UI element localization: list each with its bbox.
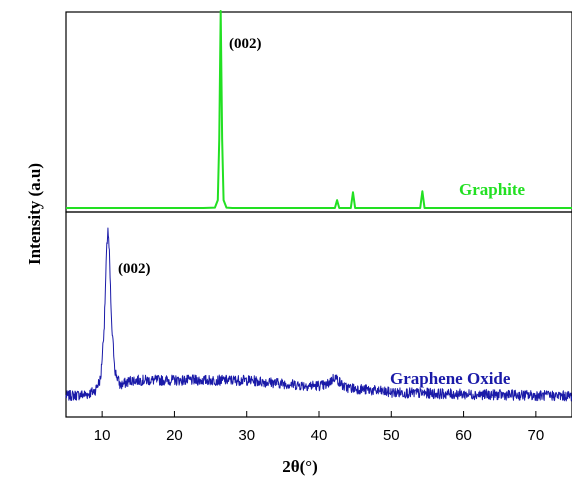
x-tick-label: 20	[166, 427, 183, 444]
x-tick-label: 30	[238, 427, 255, 444]
series-line-graphene-oxide	[65, 227, 572, 402]
x-axis-label: 2θ(°)	[282, 457, 318, 476]
x-tick-label: 10	[94, 427, 111, 444]
x-tick-label: 40	[311, 427, 328, 444]
y-axis-label: Intensity (a.u)	[25, 163, 44, 265]
series-line-graphite	[66, 10, 572, 209]
series-layer	[65, 10, 572, 402]
x-tick-label: 50	[383, 427, 400, 444]
x-tick-label: 60	[455, 427, 472, 444]
series-label-graphite: Graphite	[459, 180, 526, 199]
x-tick-label: 70	[528, 427, 545, 444]
series-label-graphene-oxide: Graphene Oxide	[390, 369, 511, 388]
x-axis-ticks: 10 20 30 40 50 60 70	[94, 411, 544, 444]
peak-label-graphene-oxide: (002)	[118, 261, 151, 277]
peak-label-graphite: (002)	[229, 36, 262, 52]
